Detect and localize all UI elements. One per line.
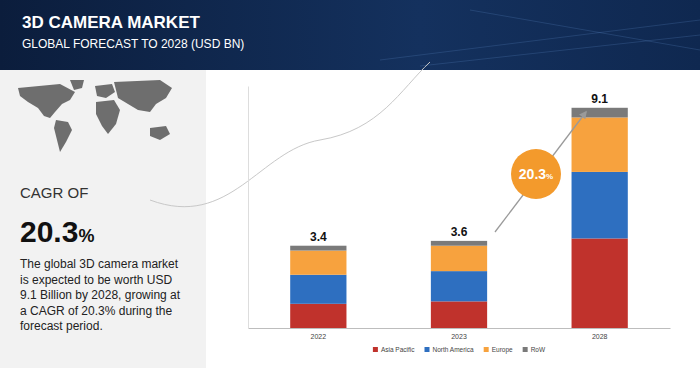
bar-segment bbox=[431, 241, 487, 246]
world-map-shape bbox=[70, 80, 84, 90]
header-decoration bbox=[470, 10, 700, 50]
bar-segment bbox=[290, 275, 346, 304]
subtitle: GLOBAL FORECAST TO 2028 (USD BN) bbox=[22, 37, 244, 51]
legend-swatch bbox=[373, 347, 378, 352]
description-line: forecast period. bbox=[20, 319, 103, 333]
legend-label: Asia Pacific bbox=[381, 346, 415, 353]
world-map-shape bbox=[18, 84, 75, 118]
title: 3D CAMERA MARKET bbox=[22, 13, 200, 32]
x-tick: 2022 bbox=[311, 328, 327, 340]
bar-segment bbox=[572, 238, 628, 328]
cagr-caption: CAGR OF bbox=[20, 184, 88, 201]
legend: Asia Pacific North America Europe RoW bbox=[373, 346, 546, 354]
description-line: a CAGR of 20.3% during the bbox=[20, 304, 172, 318]
legend-item: RoW bbox=[523, 346, 546, 353]
legend-swatch bbox=[523, 347, 528, 352]
world-map-shape bbox=[54, 120, 72, 152]
bar-segment bbox=[290, 304, 346, 328]
world-map-shape bbox=[150, 126, 170, 140]
x-tick: 2023 bbox=[451, 328, 467, 340]
x-tick-label: 2028 bbox=[592, 333, 608, 340]
total-label: 3.6 bbox=[451, 225, 468, 239]
left-panel bbox=[0, 70, 206, 368]
bar-segment bbox=[572, 108, 628, 118]
x-tick: 2028 bbox=[592, 328, 608, 340]
bar-segment bbox=[431, 271, 487, 301]
x-tick-label: 2023 bbox=[451, 333, 467, 340]
x-axis-line bbox=[249, 328, 671, 329]
world-map-shape bbox=[114, 80, 172, 112]
bar-segment bbox=[572, 117, 628, 171]
bar-segment bbox=[572, 172, 628, 239]
y-axis-line bbox=[248, 87, 249, 329]
y-axis bbox=[248, 87, 249, 329]
legend-label: North America bbox=[433, 346, 475, 353]
bar-segment bbox=[431, 246, 487, 271]
legend-swatch bbox=[484, 347, 489, 352]
legend-item: Europe bbox=[484, 346, 513, 354]
chart-canvas: 3D CAMERA MARKET GLOBAL FORECAST TO 2028 … bbox=[0, 0, 700, 374]
cagr-value: 20.3% bbox=[20, 215, 94, 248]
description-line: is expected to be worth USD bbox=[20, 273, 172, 287]
total-label: 9.1 bbox=[591, 92, 608, 106]
bars bbox=[290, 108, 628, 328]
world-map bbox=[18, 80, 172, 152]
legend-item: North America bbox=[425, 346, 475, 353]
total-label: 3.4 bbox=[310, 230, 327, 244]
decoration-curve bbox=[150, 62, 430, 207]
description-line: The global 3D camera market bbox=[20, 257, 179, 271]
legend-item: Asia Pacific bbox=[373, 346, 415, 353]
bar-segment bbox=[290, 251, 346, 275]
growth-arrow bbox=[495, 112, 586, 232]
legend-label: RoW bbox=[531, 346, 546, 353]
x-tick-label: 2022 bbox=[311, 333, 327, 340]
legend-label: Europe bbox=[492, 346, 513, 354]
world-map-shape bbox=[95, 84, 115, 98]
world-map-shape bbox=[96, 100, 120, 134]
cagr-badge-label: 20.3% bbox=[519, 166, 553, 182]
cagr-badge bbox=[511, 149, 561, 199]
x-axis: 2022 2023 2028 bbox=[249, 328, 671, 340]
header-decoration bbox=[420, 35, 700, 66]
bar-segment bbox=[431, 301, 487, 328]
description-line: 9.1 Billion by 2028, growing at bbox=[20, 288, 181, 302]
header-background bbox=[0, 0, 700, 70]
bar-segment bbox=[290, 246, 346, 251]
legend-swatch bbox=[425, 347, 430, 352]
